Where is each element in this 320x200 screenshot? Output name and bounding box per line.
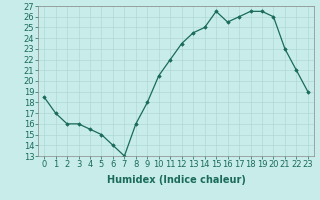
X-axis label: Humidex (Indice chaleur): Humidex (Indice chaleur) [107,175,245,185]
